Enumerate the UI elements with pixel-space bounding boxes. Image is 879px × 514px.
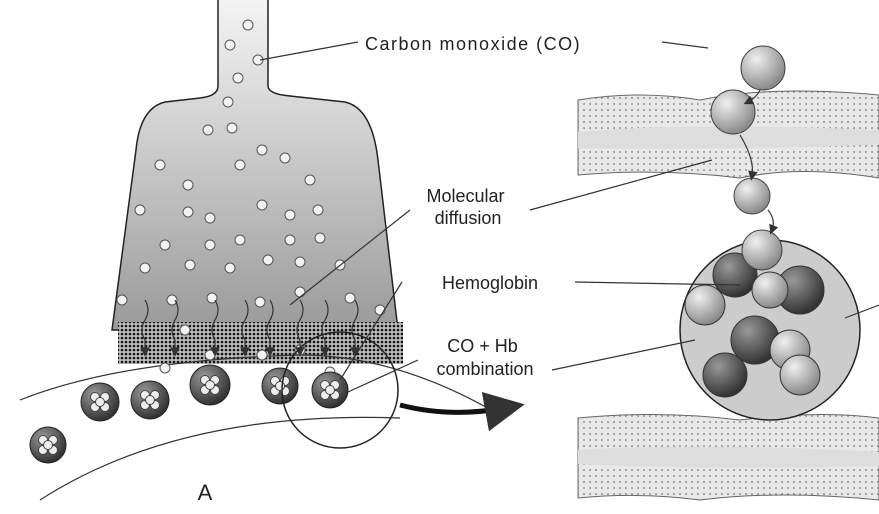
tissue-channel [578, 446, 879, 468]
diffusion-arrow [140, 299, 150, 357]
diffusion-arrow [350, 299, 360, 357]
hb-unit [325, 385, 335, 395]
label-diffusion: Molecular diffusion [426, 186, 509, 228]
co-molecule [234, 234, 246, 246]
path-arrow [739, 134, 758, 181]
co-molecule [279, 152, 291, 164]
left-panel [19, 0, 525, 501]
co-molecule [242, 19, 254, 31]
leader [289, 209, 411, 306]
co-molecule [256, 349, 268, 361]
co-molecule [224, 39, 236, 51]
co-molecule [204, 349, 216, 361]
co-molecule [182, 179, 194, 191]
co-molecule [184, 259, 196, 271]
co-molecule [284, 209, 296, 221]
panel-label: A [198, 480, 213, 505]
hb-unit [145, 395, 155, 405]
co-molecule [154, 159, 166, 171]
vessel-bottom [39, 416, 401, 501]
co-molecule [179, 324, 191, 336]
leader [339, 281, 403, 381]
hb-subunit [712, 252, 758, 298]
diffusion-arrow [265, 299, 275, 357]
path-arrow [743, 89, 761, 105]
co-molecule [224, 262, 236, 274]
label-co-hb: CO + Hb combination [436, 336, 533, 379]
leaders [259, 41, 879, 393]
diffusion-arrow [320, 299, 330, 357]
hb-unit [43, 440, 53, 450]
hb-subunit [702, 352, 748, 398]
hb-unit [205, 380, 215, 390]
label-co: Carbon monoxide (CO) [365, 34, 581, 54]
leader [551, 339, 696, 371]
co-molecule [374, 304, 386, 316]
hb-unit [95, 397, 105, 407]
leader [844, 304, 879, 319]
co-sphere [740, 45, 786, 91]
hb-subunit [779, 354, 821, 396]
diffusion-arrow [210, 299, 220, 357]
right-panel [577, 45, 879, 501]
co-molecule [284, 234, 296, 246]
co-molecule [159, 239, 171, 251]
co-molecule [262, 254, 274, 266]
co-molecule [294, 256, 306, 268]
co-molecule [254, 296, 266, 308]
label-hemoglobin: Hemoglobin [442, 273, 538, 293]
magnifier [281, 331, 399, 449]
leader [259, 41, 359, 61]
co-molecule [182, 206, 194, 218]
co-molecule [206, 292, 218, 304]
diffusion-arrow [170, 299, 180, 357]
co-molecule [344, 292, 356, 304]
co-molecule [232, 72, 244, 84]
leader [661, 41, 709, 49]
diffusion-arrow [240, 299, 250, 357]
red-cells [29, 364, 349, 464]
co-molecule [204, 239, 216, 251]
co-sphere [710, 89, 756, 135]
co-molecule [134, 204, 146, 216]
co-molecule [256, 144, 268, 156]
hb-subunit [684, 284, 726, 326]
leader [574, 281, 741, 286]
co-molecule [202, 124, 214, 136]
hemoglobin-cluster [684, 252, 825, 398]
co-molecule [166, 294, 178, 306]
co-molecules [116, 19, 386, 378]
co-molecule [312, 204, 324, 216]
co-sphere [733, 177, 771, 215]
co-molecule [159, 362, 171, 374]
hb-subunit [751, 271, 789, 309]
leader [529, 159, 713, 211]
co-molecule [294, 286, 306, 298]
co-molecule [304, 174, 316, 186]
co-molecule [226, 122, 238, 134]
diffusion-arrow [295, 299, 305, 357]
co-molecule [234, 159, 246, 171]
co-molecule [256, 199, 268, 211]
path-arrow [767, 209, 779, 235]
leader [347, 359, 419, 393]
co-molecule [116, 294, 128, 306]
co-molecule [204, 212, 216, 224]
co-molecule [314, 232, 326, 244]
co-sphere [741, 229, 783, 271]
zoom-arrow [399, 391, 525, 432]
tissue-channel [578, 126, 879, 149]
co-molecule [222, 96, 234, 108]
co-molecule [139, 262, 151, 274]
